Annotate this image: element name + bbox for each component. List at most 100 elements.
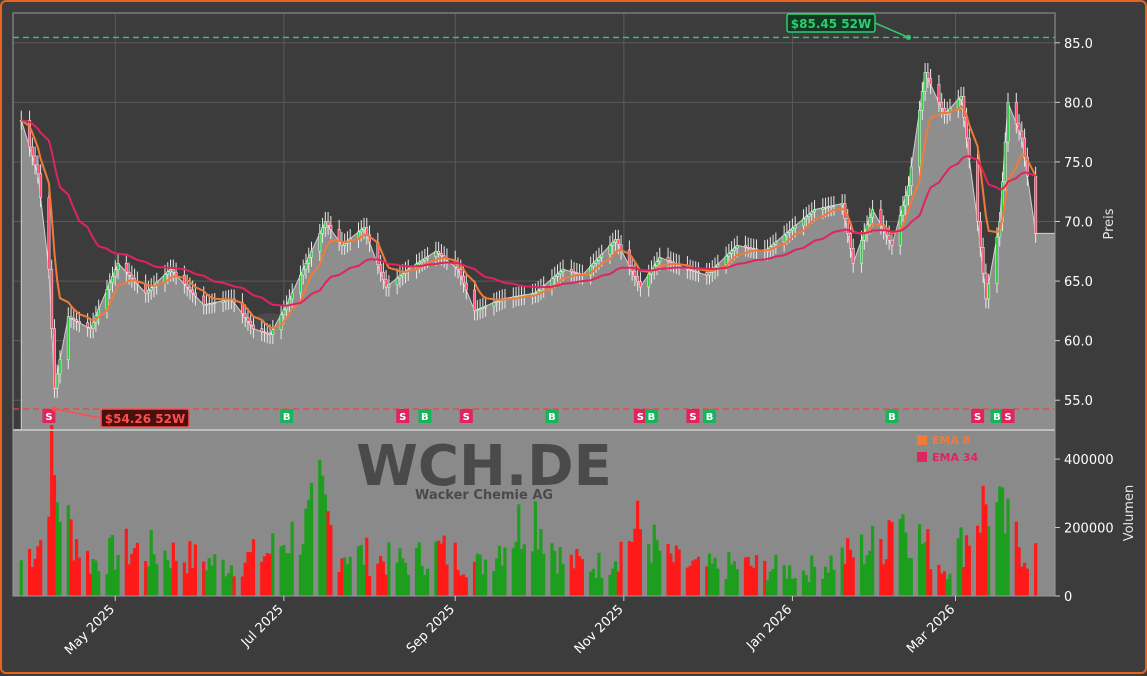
candle-body bbox=[146, 290, 150, 294]
volume-bar bbox=[307, 499, 311, 596]
volume-bar bbox=[86, 550, 90, 596]
signal-sell-marker bbox=[1001, 409, 1015, 423]
volume-bar bbox=[671, 562, 676, 596]
candle-body bbox=[265, 332, 269, 334]
candle-body bbox=[243, 313, 247, 318]
volume-bar bbox=[1006, 498, 1010, 596]
volume-bar bbox=[135, 542, 139, 596]
signal-sell-marker bbox=[396, 409, 410, 423]
volume-bar bbox=[630, 541, 634, 596]
volume-bar bbox=[265, 553, 269, 596]
volume-bar bbox=[191, 568, 195, 596]
volume-bar bbox=[309, 482, 314, 596]
candle-body bbox=[804, 216, 808, 220]
candle-body bbox=[282, 309, 286, 316]
volume-bar bbox=[987, 526, 991, 596]
volume-bar bbox=[649, 562, 654, 596]
candle-body bbox=[829, 205, 833, 208]
candle-body bbox=[33, 155, 37, 166]
candle-body bbox=[321, 227, 325, 234]
watermark-ticker: WCH.DE bbox=[356, 434, 612, 499]
x-tick-label: May 2025 bbox=[62, 602, 118, 658]
volume-bar bbox=[533, 501, 537, 596]
candle-body bbox=[810, 211, 814, 215]
candle-body bbox=[556, 273, 559, 277]
candle-body bbox=[437, 251, 441, 254]
volume-bar bbox=[124, 528, 128, 596]
volume-bar bbox=[149, 530, 153, 596]
volume-bar bbox=[732, 561, 736, 596]
plot-border bbox=[12, 12, 1056, 597]
candle-body bbox=[727, 253, 731, 257]
candle-body bbox=[1025, 156, 1029, 177]
volume-bar bbox=[890, 522, 894, 596]
candle-body bbox=[976, 158, 980, 222]
volume-bar bbox=[108, 537, 112, 596]
volume-bar bbox=[456, 569, 460, 596]
volume-bar bbox=[439, 543, 444, 596]
candle-body bbox=[456, 266, 460, 270]
volume-bar bbox=[810, 555, 814, 596]
volume-bar bbox=[829, 555, 833, 596]
volume-bar bbox=[575, 549, 579, 596]
volume-bar bbox=[655, 540, 659, 596]
candle-body bbox=[959, 96, 963, 100]
volume-bar bbox=[652, 524, 656, 596]
volume-bar bbox=[398, 548, 402, 596]
candle-body bbox=[343, 242, 347, 246]
x-tick-label: Sep 2025 bbox=[404, 602, 458, 656]
candle-body bbox=[207, 303, 211, 305]
candle-body bbox=[439, 253, 443, 257]
volume-bar bbox=[152, 554, 156, 596]
volume-bar bbox=[868, 550, 872, 596]
candle-body bbox=[923, 72, 927, 92]
volume-bar bbox=[710, 563, 714, 596]
price-tick-label: 65.0 bbox=[1064, 275, 1093, 290]
candle-body bbox=[735, 245, 739, 249]
price-tick-label: 85.0 bbox=[1064, 37, 1093, 52]
candle-body bbox=[359, 229, 363, 233]
candle-body bbox=[462, 275, 465, 284]
volume-bar bbox=[1025, 568, 1029, 596]
candle-body bbox=[260, 328, 264, 332]
candle-body bbox=[423, 258, 427, 261]
volume-bar bbox=[785, 578, 789, 596]
volume-bar bbox=[613, 561, 618, 596]
candle-body bbox=[743, 245, 747, 248]
high-52w-label: $85.45 52W bbox=[791, 17, 871, 31]
legend-ema8-swatch bbox=[917, 435, 927, 445]
candle-body bbox=[929, 78, 933, 85]
volume-bar bbox=[340, 558, 344, 596]
candle-body bbox=[169, 268, 172, 273]
candle-body bbox=[647, 274, 651, 288]
volume-bar bbox=[36, 546, 40, 596]
candle-body bbox=[691, 269, 695, 272]
volume-bar bbox=[356, 546, 361, 596]
candle-body bbox=[860, 239, 863, 264]
legend-ema8-label: EMA 8 bbox=[932, 434, 970, 447]
candle-body bbox=[967, 137, 971, 160]
candle-body bbox=[249, 321, 253, 326]
signal-buy-marker bbox=[703, 409, 717, 423]
volume-bar bbox=[978, 532, 982, 596]
volume-bar bbox=[384, 574, 388, 596]
candle-body bbox=[365, 227, 369, 236]
candle-body bbox=[995, 236, 999, 284]
candle-body bbox=[981, 247, 985, 274]
volume-bar bbox=[72, 560, 76, 596]
volume-bar bbox=[420, 565, 424, 596]
candle-body bbox=[113, 269, 117, 277]
volume-bar bbox=[323, 494, 327, 596]
ema-line-34 bbox=[21, 119, 1037, 307]
candle-body bbox=[851, 248, 855, 264]
volume-bar bbox=[437, 540, 441, 596]
volume-bar bbox=[948, 573, 952, 596]
volume-bar bbox=[271, 533, 275, 596]
candle-body bbox=[575, 272, 579, 274]
candle-body bbox=[171, 268, 175, 273]
volume-bar bbox=[846, 538, 850, 596]
volume-bar bbox=[403, 562, 408, 596]
volume-tick-label: 200000 bbox=[1064, 522, 1114, 537]
volume-bar bbox=[155, 563, 159, 596]
